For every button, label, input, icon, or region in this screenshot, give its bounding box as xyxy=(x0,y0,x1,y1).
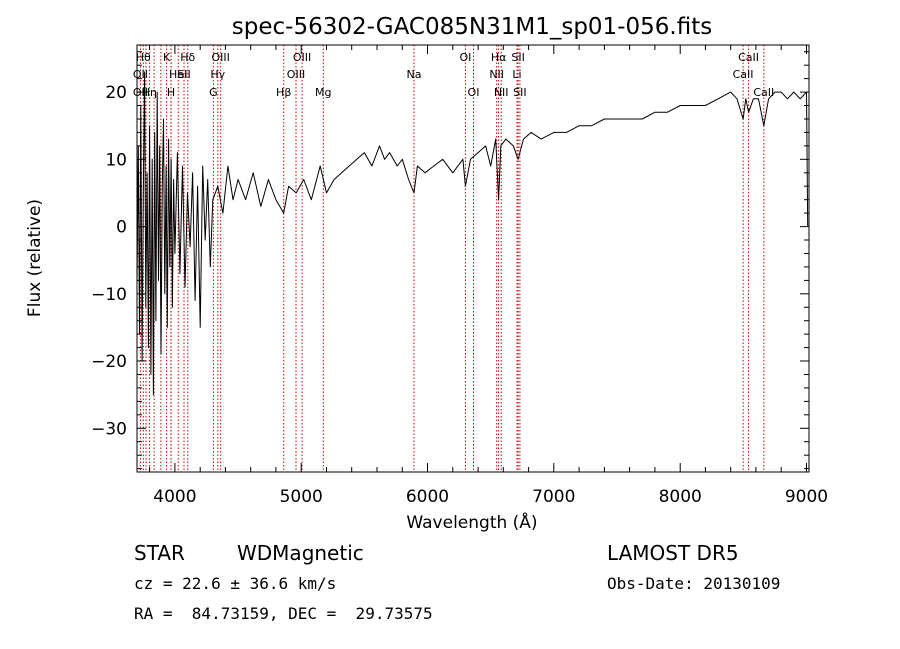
plot-frame xyxy=(136,44,810,473)
y-tick-label--10: −10 xyxy=(91,285,127,305)
survey-name: LAMOST DR5 xyxy=(607,541,739,565)
y-tick-label--20: −20 xyxy=(91,352,127,372)
redshift-velocity: cz = 22.6 ± 36.6 km/s xyxy=(134,574,337,593)
marker-label-11: SII xyxy=(177,68,190,81)
marker-label-3: OIII xyxy=(212,51,230,64)
y-tick-label--30: −30 xyxy=(91,419,127,439)
marker-label-27: CaII xyxy=(753,86,774,99)
y-tick-label-0: 0 xyxy=(116,218,127,238)
marker-label-15: NII xyxy=(489,68,504,81)
series-line-0 xyxy=(136,71,809,396)
marker-label-14: Na xyxy=(407,68,422,81)
marker-label-24: OI xyxy=(468,86,480,99)
x-tick-label-5000: 5000 xyxy=(280,487,323,507)
x-tick-label-7000: 7000 xyxy=(532,487,575,507)
spectral-line-markers xyxy=(139,45,765,472)
marker-label-21: G xyxy=(209,86,218,99)
marker-label-4: OIII xyxy=(293,51,311,64)
marker-label-16: Li xyxy=(512,68,521,81)
x-tick-label-4000: 4000 xyxy=(153,487,196,507)
marker-label-23: Mg xyxy=(315,86,331,99)
y-tick-label-10: 10 xyxy=(105,150,127,170)
chart-title: spec-56302-GAC085N31M1_sp01-056.fits xyxy=(232,14,712,40)
x-axis: 4000 5000 6000 7000 8000 9000 xyxy=(149,45,828,507)
x-tick-label-6000: 6000 xyxy=(406,487,449,507)
marker-label-10: HeI xyxy=(169,68,187,81)
marker-label-19: Hη xyxy=(142,86,157,99)
x-tick-label-9000: 9000 xyxy=(785,487,828,507)
y-axis: −30 −20 −10 0 10 20 xyxy=(91,51,809,470)
marker-label-13: OIII xyxy=(287,68,305,81)
marker-label-20: H xyxy=(167,86,175,99)
marker-label-22: Hβ xyxy=(276,86,291,99)
marker-label-5: OI xyxy=(459,51,471,64)
marker-label-0: Hθ xyxy=(136,51,151,64)
marker-label-6: Hα xyxy=(491,51,507,64)
object-class: STAR xyxy=(134,541,185,565)
spectrum-series xyxy=(136,71,809,396)
y-tick-label-20: 20 xyxy=(105,83,127,103)
marker-label-1: K xyxy=(163,51,171,64)
marker-label-8: CaII xyxy=(738,51,759,64)
marker-label-7: SII xyxy=(511,51,524,64)
marker-label-25: NII xyxy=(494,86,509,99)
y-axis-label: Flux (relative) xyxy=(25,199,45,317)
marker-label-17: CaII xyxy=(733,68,754,81)
x-axis-label: Wavelength (Å) xyxy=(406,511,537,533)
object-subclass: WDMagnetic xyxy=(237,541,364,565)
marker-label-26: SII xyxy=(513,86,526,99)
x-tick-label-8000: 8000 xyxy=(659,487,702,507)
observation-date: Obs-Date: 20130109 xyxy=(607,574,781,593)
sky-coordinates: RA = 84.73159, DEC = 29.73575 xyxy=(134,604,433,623)
marker-label-2: Hδ xyxy=(180,51,195,64)
marker-label-12: Hγ xyxy=(210,68,225,81)
